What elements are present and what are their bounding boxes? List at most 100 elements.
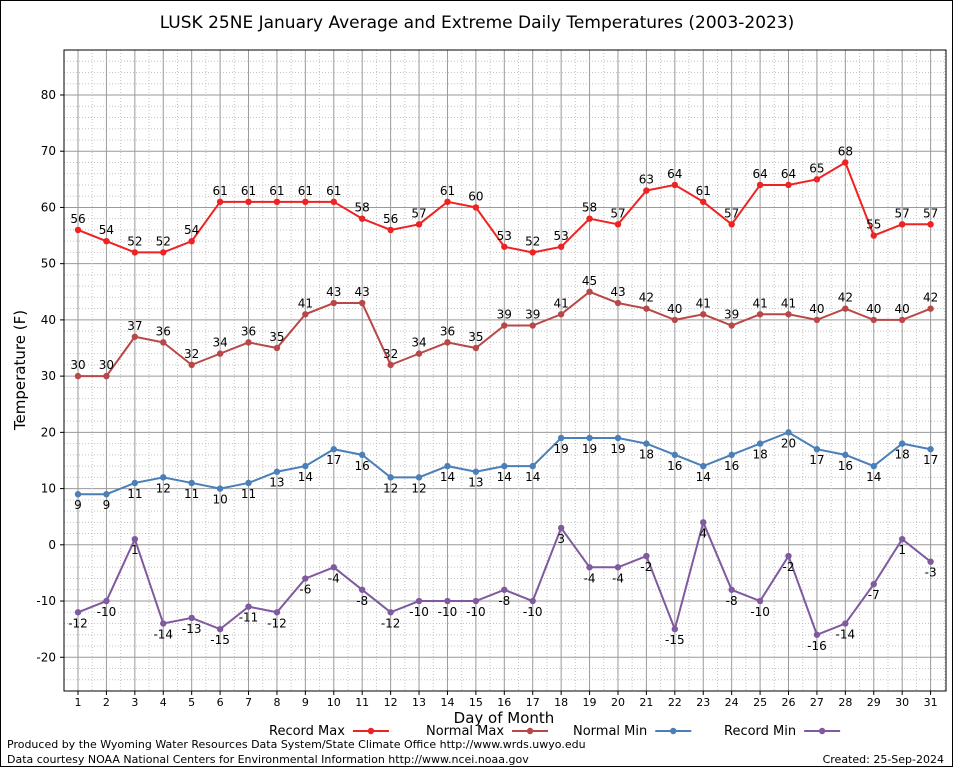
x-tick-label: 3 [131, 696, 138, 709]
legend-item-normal-max: Normal Max [426, 724, 549, 739]
normal-max-data-label: 34 [212, 336, 227, 350]
record-max-data-label: 56 [383, 212, 398, 226]
normal-max-point [756, 311, 764, 318]
x-tick-label: 17 [526, 696, 540, 709]
legend-swatch-marker [818, 727, 826, 735]
record-max-point [387, 226, 394, 234]
x-tick-label: 23 [696, 696, 710, 709]
normal-max-data-label: 40 [895, 302, 910, 316]
normal-min-point [728, 451, 735, 459]
normal-max-point [273, 344, 281, 352]
record-min-point [415, 597, 423, 605]
normal-min-point [870, 462, 877, 470]
normal-max-data-label: 30 [70, 358, 85, 372]
normal-min-point [472, 468, 480, 475]
record-min-data-label: -10 [97, 605, 117, 619]
record-max-data-label: 55 [866, 218, 881, 232]
legend-swatch-marker [670, 727, 677, 735]
record-max-point [472, 204, 480, 211]
normal-min-data-label: 14 [525, 470, 540, 484]
plot-area-frame [63, 49, 947, 692]
y-tick-label: -10 [36, 594, 56, 608]
normal-min-data-label: 14 [696, 470, 711, 484]
legend-label: Normal Max [426, 724, 504, 739]
record-min-data-label: -8 [726, 594, 738, 608]
x-tick-label: 29 [867, 696, 881, 709]
normal-max-data-label: 42 [639, 291, 654, 305]
normal-min-data-label: 14 [866, 470, 881, 484]
normal-max-point [870, 316, 877, 324]
record-min-data-label: -4 [328, 571, 340, 585]
normal-min-point [74, 491, 82, 498]
record-max-data-label: 63 [639, 173, 654, 187]
record-max-data-label: 61 [241, 184, 256, 198]
record-min-point [472, 597, 480, 605]
record-min-data-label: -10 [466, 605, 486, 619]
normal-min-point [756, 440, 764, 447]
normal-max-data-label: 40 [866, 302, 881, 316]
normal-min-data-label: 19 [582, 442, 597, 456]
series-normal-min: 9 9 11 12 11 10 11 13 14 17 16 12 12 14 13 14 14 19 19 19 18… [74, 429, 938, 512]
record-max-point [927, 221, 934, 228]
record-max-point [501, 243, 508, 250]
normal-min-point [160, 474, 167, 481]
record-min-point [898, 535, 906, 543]
grid [64, 49, 946, 692]
normal-min-point [813, 446, 821, 453]
normal-max-data-label: 40 [809, 302, 824, 316]
normal-min-point [131, 479, 139, 487]
record-max-point [415, 221, 423, 228]
record-min-point [927, 558, 934, 565]
record-min-point [586, 564, 593, 571]
x-tick-label: 22 [668, 696, 682, 709]
normal-min-point [387, 474, 394, 481]
normal-min-data-label: 11 [184, 487, 199, 501]
normal-max-point [387, 361, 394, 369]
legend-label: Normal Min [573, 724, 647, 739]
record-min-data-label: -12 [68, 616, 88, 630]
record-max-data-label: 61 [440, 184, 455, 198]
normal-max-point [359, 299, 366, 307]
record-min-data-label: -2 [640, 560, 652, 574]
normal-min-data-label: 16 [838, 459, 853, 473]
normal-max-data-label: 41 [781, 296, 796, 310]
record-max-data-label: 64 [752, 167, 767, 181]
normal-max-data-label: 43 [326, 285, 341, 299]
normal-min-data-label: 10 [212, 493, 227, 507]
normal-max-data-label: 32 [184, 347, 199, 361]
record-min-point [557, 524, 565, 532]
x-tick-label: 2 [103, 696, 110, 709]
y-tick-label: 60 [41, 200, 56, 214]
normal-max-point [813, 316, 821, 324]
credit-line-1: Produced by the Wyoming Water Resources … [7, 738, 586, 751]
normal-min-point [444, 462, 451, 470]
normal-max-data-label: 39 [497, 308, 512, 322]
record-max-point [359, 215, 366, 222]
record-max-data-label: 68 [838, 144, 853, 158]
record-max-data-label: 53 [497, 229, 512, 243]
record-min-data-label: -11 [239, 611, 259, 625]
x-tick-label: 20 [611, 696, 625, 709]
x-tick-label: 1 [75, 696, 82, 709]
record-min-data-label: -15 [665, 633, 685, 647]
record-max-point [245, 198, 252, 206]
record-max-data-label: 58 [355, 201, 370, 215]
normal-max-point [472, 344, 480, 352]
y-tick-label: 10 [41, 482, 56, 496]
x-tick-label: 27 [810, 696, 824, 709]
record-max-data-label: 57 [923, 206, 938, 220]
record-max-point [529, 249, 536, 256]
record-min-point [216, 625, 224, 633]
x-tick-label: 15 [469, 696, 483, 709]
x-tick-label: 25 [753, 696, 767, 709]
x-tick-label: 8 [273, 696, 280, 709]
x-tick-label: 19 [583, 696, 597, 709]
x-tick-label: 9 [302, 696, 309, 709]
record-max-data-label: 61 [326, 184, 341, 198]
normal-min-data-label: 14 [497, 470, 512, 484]
record-max-point [700, 198, 707, 206]
record-min-point [643, 552, 650, 560]
record-max-data-label: 54 [184, 223, 199, 237]
normal-max-data-label: 32 [383, 347, 398, 361]
